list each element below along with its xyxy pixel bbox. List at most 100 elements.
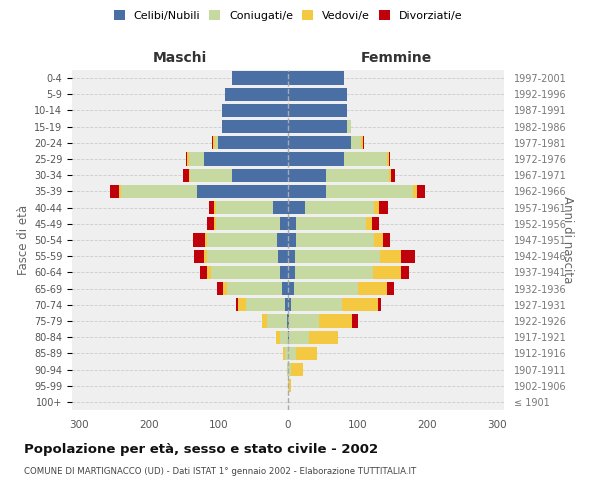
Bar — [288, 330, 289, 344]
Bar — [121, 185, 197, 198]
Bar — [218, 136, 288, 149]
Bar — [214, 201, 215, 214]
Bar — [366, 217, 371, 230]
Bar — [207, 217, 214, 230]
Bar — [232, 72, 288, 85]
Bar — [347, 120, 351, 134]
Bar — [391, 168, 395, 182]
Bar — [217, 282, 223, 295]
Bar — [214, 136, 215, 149]
Text: Popolazione per età, sesso e stato civile - 2002: Popolazione per età, sesso e stato civil… — [24, 442, 378, 456]
Bar — [207, 250, 278, 263]
Bar — [205, 234, 207, 246]
Bar — [288, 346, 296, 360]
Bar — [288, 217, 296, 230]
Bar — [200, 266, 207, 279]
Bar — [288, 250, 295, 263]
Bar — [246, 298, 284, 312]
Bar — [276, 330, 280, 344]
Y-axis label: Anni di nascita: Anni di nascita — [560, 196, 574, 284]
Bar — [305, 201, 374, 214]
Bar — [288, 136, 351, 149]
Bar — [189, 168, 190, 182]
Bar — [389, 168, 391, 182]
Bar — [283, 282, 288, 295]
Bar — [283, 346, 284, 360]
Bar — [288, 363, 292, 376]
Bar — [292, 298, 341, 312]
Bar — [326, 168, 389, 182]
Bar — [215, 136, 218, 149]
Text: COMUNE DI MARTIGNACCO (UD) - Dati ISTAT 1° gennaio 2002 - Elaborazione TUTTITALI: COMUNE DI MARTIGNACCO (UD) - Dati ISTAT … — [24, 468, 416, 476]
Text: Maschi: Maschi — [153, 51, 207, 65]
Bar — [413, 185, 417, 198]
Bar — [358, 282, 387, 295]
Bar — [374, 234, 383, 246]
Bar — [401, 266, 409, 279]
Bar — [344, 152, 387, 166]
Bar — [288, 104, 347, 117]
Bar — [379, 201, 388, 214]
Bar — [378, 298, 382, 312]
Bar — [287, 363, 288, 376]
Bar — [288, 266, 295, 279]
Bar — [189, 152, 205, 166]
Bar — [209, 201, 214, 214]
Bar — [341, 298, 378, 312]
Bar — [351, 136, 361, 149]
Bar — [319, 314, 352, 328]
Bar — [280, 217, 288, 230]
Bar — [272, 201, 288, 214]
Bar — [293, 282, 358, 295]
Text: Femmine: Femmine — [361, 51, 431, 65]
Bar — [417, 185, 425, 198]
Bar — [362, 136, 364, 149]
Bar — [207, 234, 277, 246]
Bar — [110, 185, 119, 198]
Bar — [190, 168, 232, 182]
Bar — [194, 250, 203, 263]
Bar — [278, 250, 288, 263]
Bar — [389, 152, 391, 166]
Bar — [288, 282, 293, 295]
Bar — [212, 136, 214, 149]
Bar — [227, 282, 283, 295]
Bar — [211, 266, 280, 279]
Bar — [284, 346, 288, 360]
Bar — [187, 152, 189, 166]
Bar — [288, 201, 305, 214]
Bar — [119, 185, 121, 198]
Bar — [267, 314, 287, 328]
Bar — [289, 314, 319, 328]
Bar — [222, 104, 288, 117]
Bar — [374, 201, 379, 214]
Bar — [373, 266, 401, 279]
Bar — [203, 250, 207, 263]
Bar — [277, 234, 288, 246]
Bar — [401, 250, 415, 263]
Bar — [197, 185, 288, 198]
Bar — [288, 379, 289, 392]
Bar — [207, 266, 211, 279]
Bar — [225, 88, 288, 101]
Bar — [296, 234, 374, 246]
Bar — [232, 168, 288, 182]
Bar — [309, 330, 338, 344]
Bar — [238, 298, 246, 312]
Bar — [387, 152, 389, 166]
Bar — [205, 152, 288, 166]
Bar — [288, 168, 326, 182]
Bar — [361, 136, 362, 149]
Bar — [288, 298, 292, 312]
Bar — [288, 72, 344, 85]
Bar — [289, 379, 291, 392]
Bar — [387, 282, 394, 295]
Bar — [280, 266, 288, 279]
Bar — [288, 120, 347, 134]
Bar — [288, 234, 296, 246]
Bar — [222, 120, 288, 134]
Bar — [185, 152, 187, 166]
Y-axis label: Fasce di età: Fasce di età — [17, 205, 30, 275]
Bar — [184, 168, 189, 182]
Bar — [214, 217, 215, 230]
